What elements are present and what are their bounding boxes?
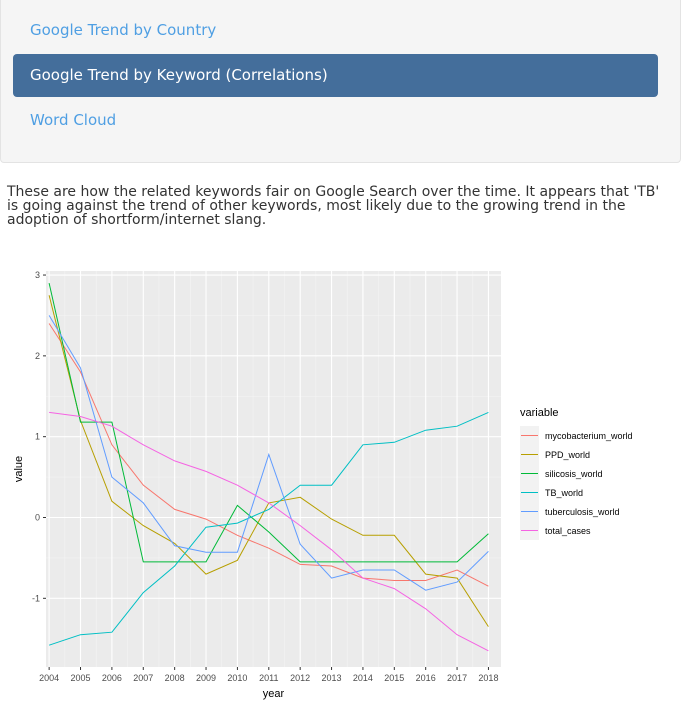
y-tick-label: 0 xyxy=(35,512,40,522)
x-tick-label: 2015 xyxy=(384,673,404,683)
nav-item-word-cloud[interactable]: Word Cloud xyxy=(30,111,117,129)
x-tick-label: 2012 xyxy=(290,673,310,683)
x-tick-label: 2013 xyxy=(322,673,342,683)
nav-panel: Google Trend by Country Google Trend by … xyxy=(0,0,681,163)
legend-label-total_cases: total_cases xyxy=(545,526,591,536)
nav-item-google-trend-by-keyword[interactable]: Google Trend by Keyword (Correlations) xyxy=(13,54,658,97)
x-tick-label: 2007 xyxy=(133,673,153,683)
legend-title: variable xyxy=(520,407,559,419)
x-tick-label: 2010 xyxy=(227,673,247,683)
x-tick-label: 2014 xyxy=(353,673,373,683)
legend-label-tuberculosis_world: tuberculosis_world xyxy=(545,507,620,517)
y-tick-label: 1 xyxy=(35,432,40,442)
x-tick-label: 2005 xyxy=(71,673,91,683)
series-line-TB_world xyxy=(48,411,489,646)
x-tick-label: 2018 xyxy=(478,673,498,683)
legend-label-TB_world: TB_world xyxy=(545,488,583,498)
x-axis-title: year xyxy=(263,688,285,700)
nav-item-google-trend-by-country[interactable]: Google Trend by Country xyxy=(30,21,217,39)
series-line-tuberculosis_world xyxy=(48,315,489,591)
legend-label-mycobacterium_world: mycobacterium_world xyxy=(545,431,633,441)
intro-paragraph: These are how the related keywords fair … xyxy=(7,184,660,228)
legend-label-silicosis_world: silicosis_world xyxy=(545,469,603,479)
x-tick-label: 2008 xyxy=(165,673,185,683)
y-tick-label: 2 xyxy=(35,351,40,361)
series-line-mycobacterium_world xyxy=(48,323,489,587)
legend-label-PPD_world: PPD_world xyxy=(545,450,590,460)
x-tick-label: 2017 xyxy=(447,673,467,683)
x-tick-label: 2009 xyxy=(196,673,216,683)
series-line-total_cases xyxy=(49,411,489,652)
x-tick-label: 2016 xyxy=(416,673,436,683)
line-chart: 2004 2005 2006 2007 2008 2009 2010 2011 2012 2013… xyxy=(13,270,633,700)
x-tick-label: 2004 xyxy=(39,673,59,683)
x-tick-label: 2006 xyxy=(102,673,122,683)
x-tick-label: 2011 xyxy=(259,673,278,683)
y-tick-label: -1 xyxy=(32,593,40,603)
y-axis-title: value xyxy=(13,456,25,482)
series-line-silicosis_world xyxy=(48,282,489,563)
y-tick-label: 3 xyxy=(35,270,40,280)
